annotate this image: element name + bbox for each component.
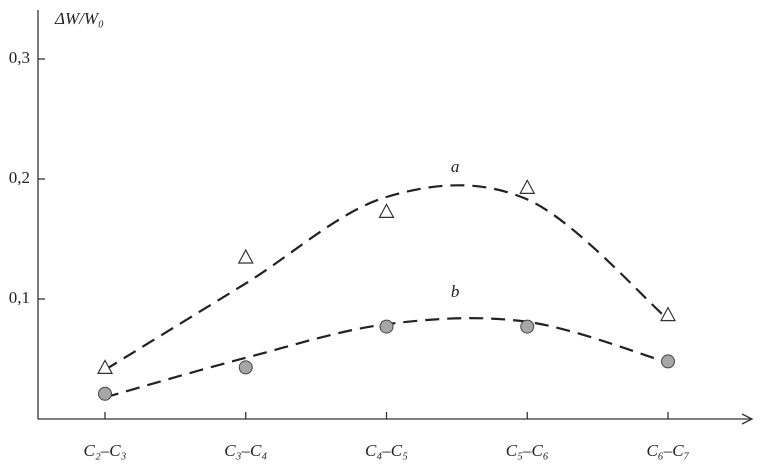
x-axis-arrow xyxy=(741,413,754,425)
y-tick-label: 0,2 xyxy=(9,168,30,187)
triangle-point xyxy=(96,359,114,374)
triangle-point xyxy=(519,179,536,194)
triangle-point xyxy=(659,306,677,322)
y-tick-label: 0,1 xyxy=(9,288,30,307)
y-tick-label: 0,3 xyxy=(9,48,30,67)
circle-point xyxy=(98,386,112,401)
series-label: a xyxy=(451,157,460,176)
x-tick-label: C₃–C₄ xyxy=(224,441,267,460)
x-tick-label: C₄–C₅ xyxy=(365,441,408,460)
triangle-point xyxy=(378,203,395,218)
circle-point xyxy=(238,360,253,375)
circle-point xyxy=(520,319,535,334)
circle-point xyxy=(661,354,675,369)
triangle-point xyxy=(237,248,254,264)
fit-curve xyxy=(104,184,669,371)
y-axis-label: ΔW/W₀ xyxy=(54,9,104,28)
x-tick-label: C₆–C₇ xyxy=(647,441,690,460)
circle-point xyxy=(379,319,394,334)
x-tick-label: C₂–C₃ xyxy=(84,441,127,460)
x-tick-label: C₅–C₆ xyxy=(506,441,549,460)
series-label: b xyxy=(451,282,460,301)
